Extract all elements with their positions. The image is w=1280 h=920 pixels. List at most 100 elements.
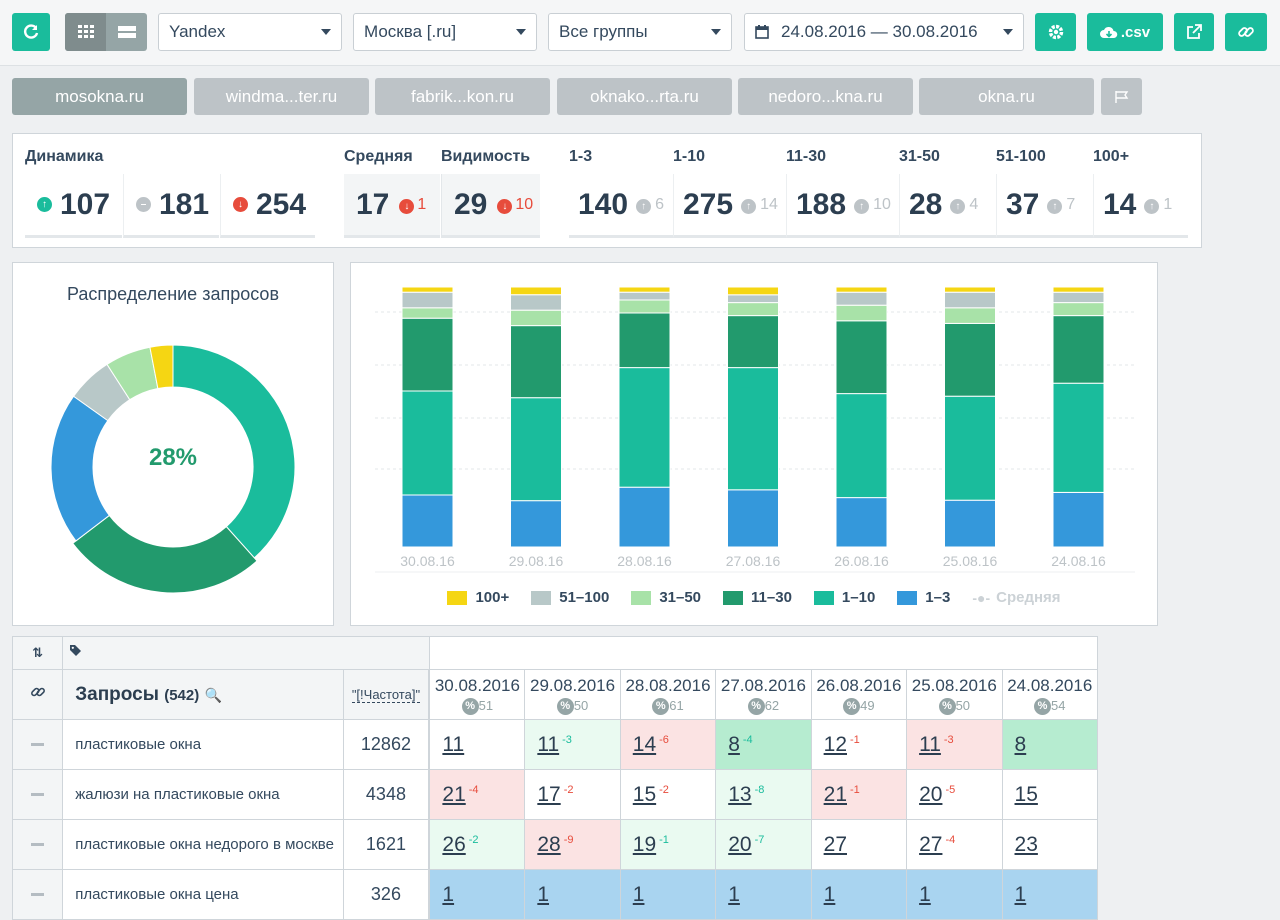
row-collapse-toggle[interactable] [11, 819, 64, 870]
bar-segment [510, 286, 562, 296]
site-tab[interactable]: fabrik...kon.ru [375, 78, 550, 115]
row-collapse-toggle[interactable] [11, 769, 64, 820]
engine-select[interactable]: Yandex [158, 13, 342, 51]
bar-segment [944, 499, 996, 548]
queries-header[interactable]: Запросы (542) 🔍 [62, 669, 344, 720]
position-value: 11 [442, 732, 465, 756]
legend-item[interactable]: 1–3 [897, 589, 950, 606]
table-row[interactable]: пластиковые окна цена 326 1 1 1 1 1 1 1 [11, 869, 1099, 920]
position-cell[interactable]: 12 -1 [810, 719, 908, 770]
date-column-header[interactable]: 29.08.2016% 50 [524, 669, 621, 720]
export-csv-button[interactable]: .csv [1087, 13, 1163, 51]
position-cell[interactable]: 20 -7 [715, 819, 812, 870]
grid-view-button[interactable] [65, 13, 106, 51]
table-row[interactable]: пластиковые окна 12862 11 11 -3 14 -6 8 -4 12 -1 11… [11, 719, 1099, 770]
legend-item[interactable]: 31–50 [631, 589, 701, 606]
position-cell[interactable]: 21 -4 [428, 769, 526, 820]
site-tab[interactable]: nedoro...kna.ru [738, 78, 913, 115]
search-icon[interactable]: 🔍 [204, 686, 222, 703]
site-tab[interactable]: windma...ter.ru [194, 78, 369, 115]
link-button[interactable] [1225, 13, 1267, 51]
bar-segment [1052, 286, 1105, 293]
range-card[interactable]: 28 ↑ 4 [899, 174, 996, 238]
group-select[interactable]: Все группы [548, 13, 732, 51]
region-select[interactable]: Москва [.ru] [353, 13, 537, 51]
sort-toggle[interactable]: ⇅ [11, 636, 64, 670]
chevron-down-icon [321, 29, 331, 35]
position-cell[interactable]: 1 [428, 869, 526, 920]
legend-swatch [631, 590, 652, 605]
table-row[interactable]: жалюзи на пластиковые окна 4348 21 -4 17 -2 15… [11, 769, 1099, 820]
position-cell[interactable]: 1 [715, 869, 812, 920]
position-cell[interactable]: 23 [1001, 819, 1099, 870]
date-column-header[interactable]: 28.08.2016% 61 [619, 669, 717, 720]
site-tab[interactable]: mosokna.ru [12, 78, 187, 115]
site-tab[interactable]: okna.ru [919, 78, 1094, 115]
position-cell[interactable]: 13 -8 [715, 769, 812, 820]
down-count: 254 [256, 187, 307, 221]
position-cell[interactable]: 19 -1 [619, 819, 717, 870]
link-column-header[interactable] [11, 669, 64, 720]
position-cell[interactable]: 8 [1001, 719, 1099, 770]
range-label: 11-30 [786, 148, 827, 165]
date-column-header[interactable]: 30.08.2016% 51 [428, 669, 526, 720]
tag-filter[interactable] [62, 636, 430, 670]
frequency-header[interactable]: "[!Частота]" [342, 669, 430, 720]
position-cell[interactable]: 27 [810, 819, 908, 870]
position-cell[interactable]: 20 -5 [906, 769, 1003, 820]
row-collapse-toggle[interactable] [11, 869, 64, 920]
bar-segment [835, 304, 888, 322]
refresh-button[interactable] [12, 13, 50, 51]
position-cell[interactable]: 11 -3 [906, 719, 1003, 770]
settings-button[interactable] [1035, 13, 1076, 51]
legend-item[interactable]: 1–10 [813, 589, 875, 606]
site-tab[interactable]: oknako...rta.ru [557, 78, 732, 115]
arrow-icon: ↑ [1144, 198, 1160, 214]
range-card[interactable]: 188 ↑ 10 [786, 174, 899, 238]
range-card[interactable]: 14 ↑ 1 [1093, 174, 1188, 238]
date-percent: 50 [573, 697, 589, 713]
position-cell[interactable]: 8 -4 [715, 719, 812, 770]
position-cell[interactable]: 28 -9 [524, 819, 621, 870]
table-row[interactable]: пластиковые окна недорого в москве 1621 26… [11, 819, 1099, 870]
same-card[interactable]: –181 [123, 174, 219, 238]
chevron-down-icon [516, 29, 526, 35]
position-cell[interactable]: 1 [810, 869, 908, 920]
list-view-button[interactable] [106, 13, 147, 51]
date-column-header[interactable]: 26.08.2016% 49 [810, 669, 908, 720]
legend-item[interactable]: 51–100 [531, 589, 609, 606]
position-delta: -2 [659, 783, 669, 796]
legend-item[interactable]: 100+ [447, 589, 509, 606]
position-cell[interactable]: 1 [1001, 869, 1099, 920]
up-card[interactable]: ↑ 107 [25, 174, 122, 238]
date-column-header[interactable]: 24.08.2016% 54 [1001, 669, 1099, 720]
position-value: 1 [919, 882, 931, 906]
position-cell[interactable]: 27 -4 [906, 819, 1003, 870]
position-cell[interactable]: 21 -1 [810, 769, 908, 820]
position-cell[interactable]: 1 [524, 869, 621, 920]
date-column-header[interactable]: 27.08.2016% 62 [715, 669, 812, 720]
view-toggle [65, 13, 147, 51]
range-card[interactable]: 140 ↑ 6 [569, 174, 673, 238]
range-card[interactable]: 275 ↑ 14 [673, 174, 786, 238]
position-cell[interactable]: 1 [619, 869, 717, 920]
position-cell[interactable]: 15 [1001, 769, 1099, 820]
range-card[interactable]: 37 ↑ 7 [996, 174, 1093, 238]
position-cell[interactable]: 14 -6 [619, 719, 717, 770]
date-range-picker[interactable]: 24.08.2016 — 30.08.2016 [744, 13, 1024, 51]
position-cell[interactable]: 17 -2 [524, 769, 621, 820]
row-collapse-toggle[interactable] [11, 719, 64, 770]
down-card[interactable]: ↓ 254 [220, 174, 315, 238]
position-cell[interactable]: 11 -3 [524, 719, 621, 770]
share-button[interactable] [1174, 13, 1214, 51]
flag-tab[interactable] [1101, 78, 1142, 115]
position-cell[interactable]: 15 -2 [619, 769, 717, 820]
position-cell[interactable]: 1 [906, 869, 1003, 920]
legend-swatch [447, 590, 468, 605]
position-cell[interactable]: 11 [428, 719, 526, 770]
legend-item[interactable]: 11–30 [723, 589, 792, 606]
position-cell[interactable]: 26 -2 [428, 819, 526, 870]
legend-item[interactable]: -●- Средняя [972, 589, 1060, 606]
bar-segment [835, 291, 888, 306]
date-column-header[interactable]: 25.08.2016% 50 [906, 669, 1003, 720]
